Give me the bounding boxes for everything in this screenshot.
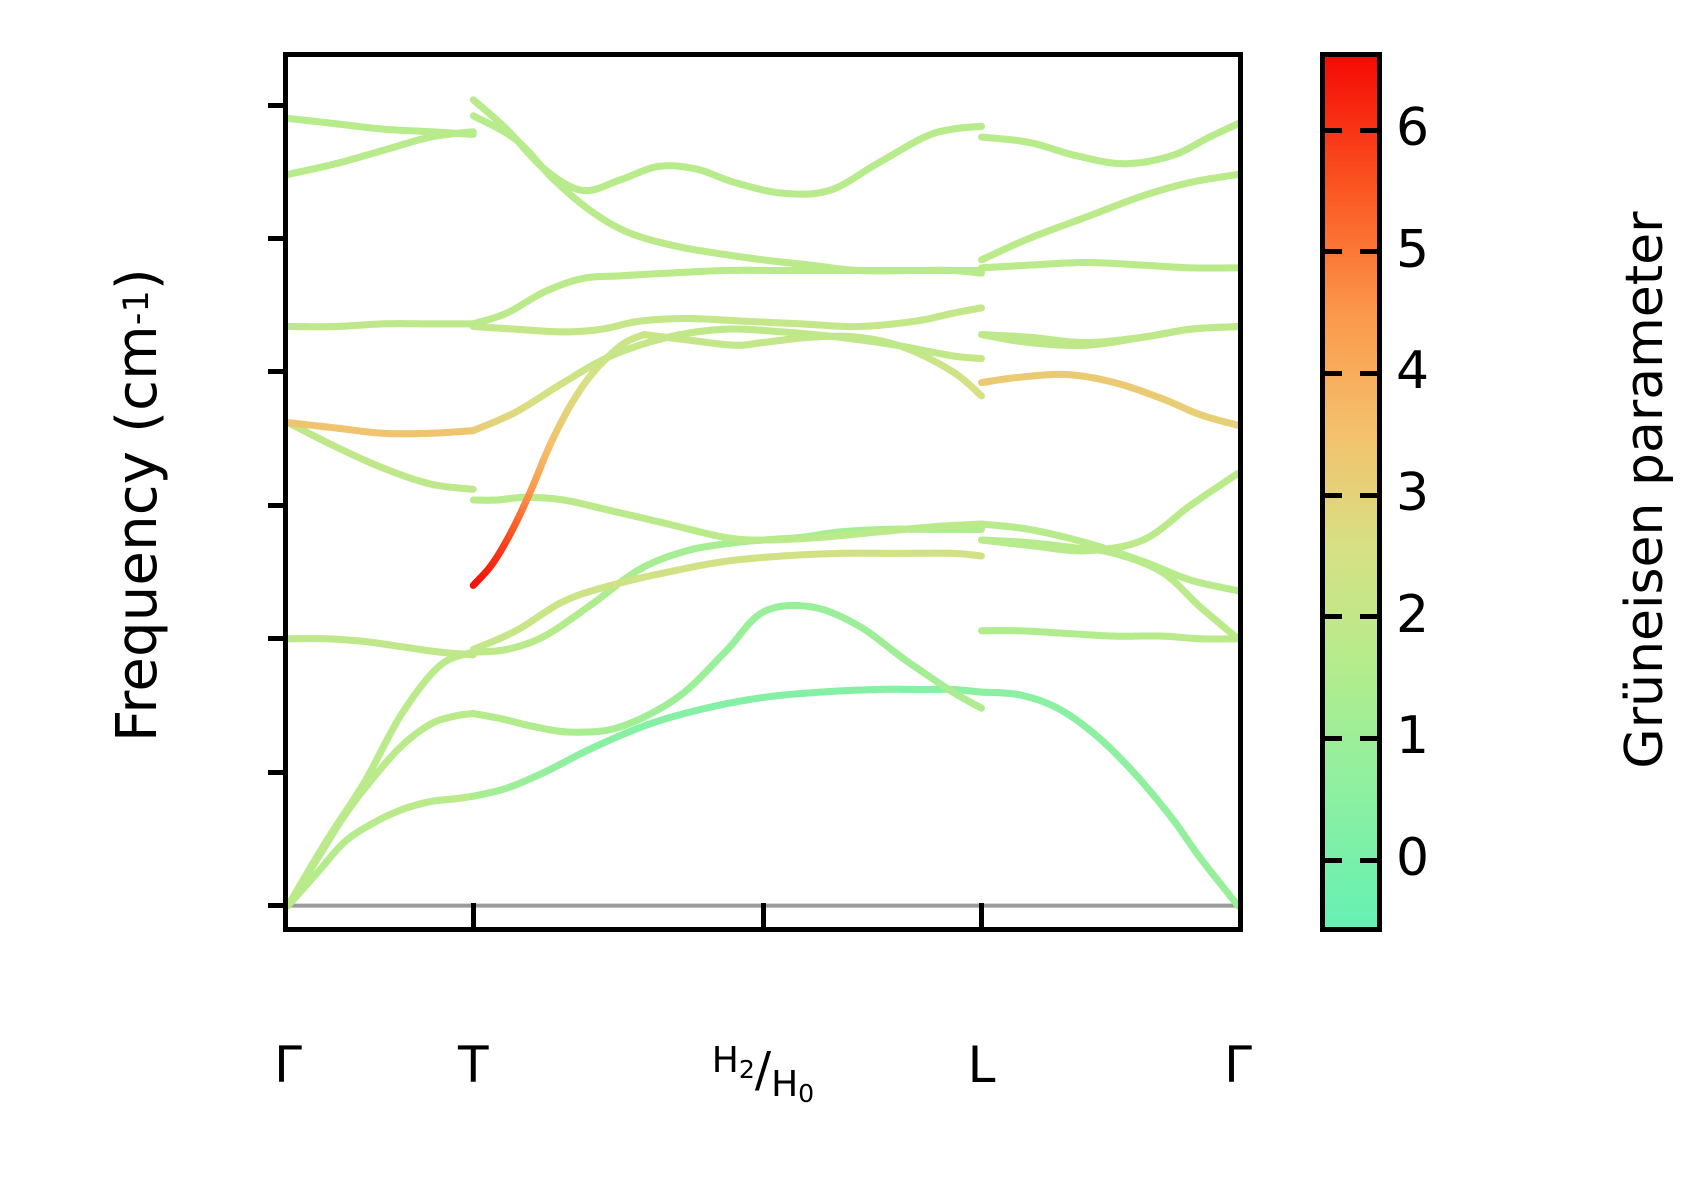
colorbar-tick bbox=[1325, 735, 1342, 741]
band-curve bbox=[978, 258, 1238, 272]
x-axis-tick bbox=[470, 903, 476, 927]
y-axis-title-text: Frequency (cm bbox=[104, 325, 170, 742]
colorbar-title: Grüneisen parameter bbox=[1615, 211, 1675, 769]
y-axis-tick bbox=[268, 769, 288, 775]
band-curve bbox=[469, 525, 985, 656]
y-axis-tick bbox=[268, 369, 288, 375]
band-curve bbox=[469, 96, 985, 198]
band-curve bbox=[288, 320, 477, 331]
x-axis-tick-label: Γ bbox=[1224, 1036, 1252, 1094]
colorbar-tick-label: 5 bbox=[1396, 219, 1430, 280]
colorbar-tick-label: 3 bbox=[1396, 463, 1430, 524]
colorbar-tick bbox=[1360, 249, 1377, 255]
colorbar-tick bbox=[1325, 614, 1342, 620]
y-axis-tick bbox=[268, 903, 288, 909]
y-axis-tick bbox=[268, 102, 288, 108]
y-axis-title: Frequency (cm -1) bbox=[104, 268, 170, 742]
band-curve bbox=[978, 536, 1238, 643]
colorbar-tick-label: 4 bbox=[1396, 341, 1430, 402]
x-axis-tick-label: H2/H0 bbox=[653, 1040, 873, 1107]
band-curve bbox=[469, 685, 985, 800]
band-curve bbox=[469, 112, 985, 277]
band-curve bbox=[288, 114, 477, 138]
band-curve bbox=[978, 120, 1238, 168]
band-curve bbox=[978, 688, 1238, 910]
band-curve bbox=[978, 627, 1238, 643]
x-axis-tick-label: T bbox=[457, 1036, 489, 1094]
band-curve bbox=[469, 266, 985, 328]
colorbar-tick bbox=[1325, 857, 1342, 863]
plot-area bbox=[268, 52, 1243, 932]
band-curve bbox=[978, 469, 1238, 555]
band-curve bbox=[469, 493, 985, 544]
y-axis-tick bbox=[268, 502, 288, 508]
colorbar-tick bbox=[1360, 492, 1377, 498]
x-axis-tick bbox=[979, 903, 984, 927]
x-label-numerator: H2 bbox=[711, 1040, 755, 1084]
y-axis-title-tail: ) bbox=[104, 268, 170, 291]
colorbar-tick bbox=[1325, 249, 1342, 255]
band-curve bbox=[978, 520, 1238, 595]
band-curves bbox=[288, 96, 1238, 910]
colorbar-tick-label: 1 bbox=[1396, 706, 1430, 767]
colorbar bbox=[1320, 52, 1382, 932]
colorbar-tick bbox=[1360, 857, 1377, 863]
band-curve bbox=[288, 635, 477, 659]
plot-canvas bbox=[288, 57, 1238, 927]
band-curve bbox=[288, 128, 477, 178]
colorbar-tick-label: 6 bbox=[1396, 98, 1430, 158]
x-label-slash: / bbox=[754, 1042, 772, 1098]
colorbar-tick bbox=[1360, 127, 1377, 133]
band-curve bbox=[978, 370, 1238, 429]
colorbar-gradient bbox=[1325, 57, 1377, 927]
colorbar-tick bbox=[1360, 735, 1377, 741]
y-axis-tick bbox=[268, 636, 288, 642]
x-axis-tick-label: L bbox=[967, 1036, 996, 1094]
band-curve bbox=[469, 331, 648, 589]
band-curve bbox=[978, 170, 1238, 264]
colorbar-tick bbox=[1325, 370, 1342, 376]
band-curve bbox=[469, 601, 985, 736]
band-curve bbox=[978, 323, 1238, 349]
colorbar-tick-label: 0 bbox=[1396, 828, 1430, 889]
band-curve bbox=[469, 549, 985, 653]
y-axis-tick bbox=[268, 235, 288, 241]
band-curve bbox=[469, 304, 985, 336]
x-axis-tick bbox=[760, 903, 766, 927]
colorbar-tick bbox=[1325, 127, 1342, 133]
x-label-denominator: H0 bbox=[771, 1064, 815, 1108]
colorbar-tick bbox=[1325, 492, 1342, 498]
band-curve bbox=[469, 325, 985, 435]
colorbar-tick bbox=[1360, 614, 1377, 620]
colorbar-tick bbox=[1360, 370, 1377, 376]
band-curve bbox=[640, 331, 985, 400]
band-curve bbox=[288, 648, 477, 910]
band-curve bbox=[288, 419, 477, 438]
band-curve bbox=[288, 792, 477, 910]
x-axis-tick-label: Γ bbox=[274, 1036, 302, 1094]
colorbar-tick-label: 2 bbox=[1396, 584, 1430, 645]
